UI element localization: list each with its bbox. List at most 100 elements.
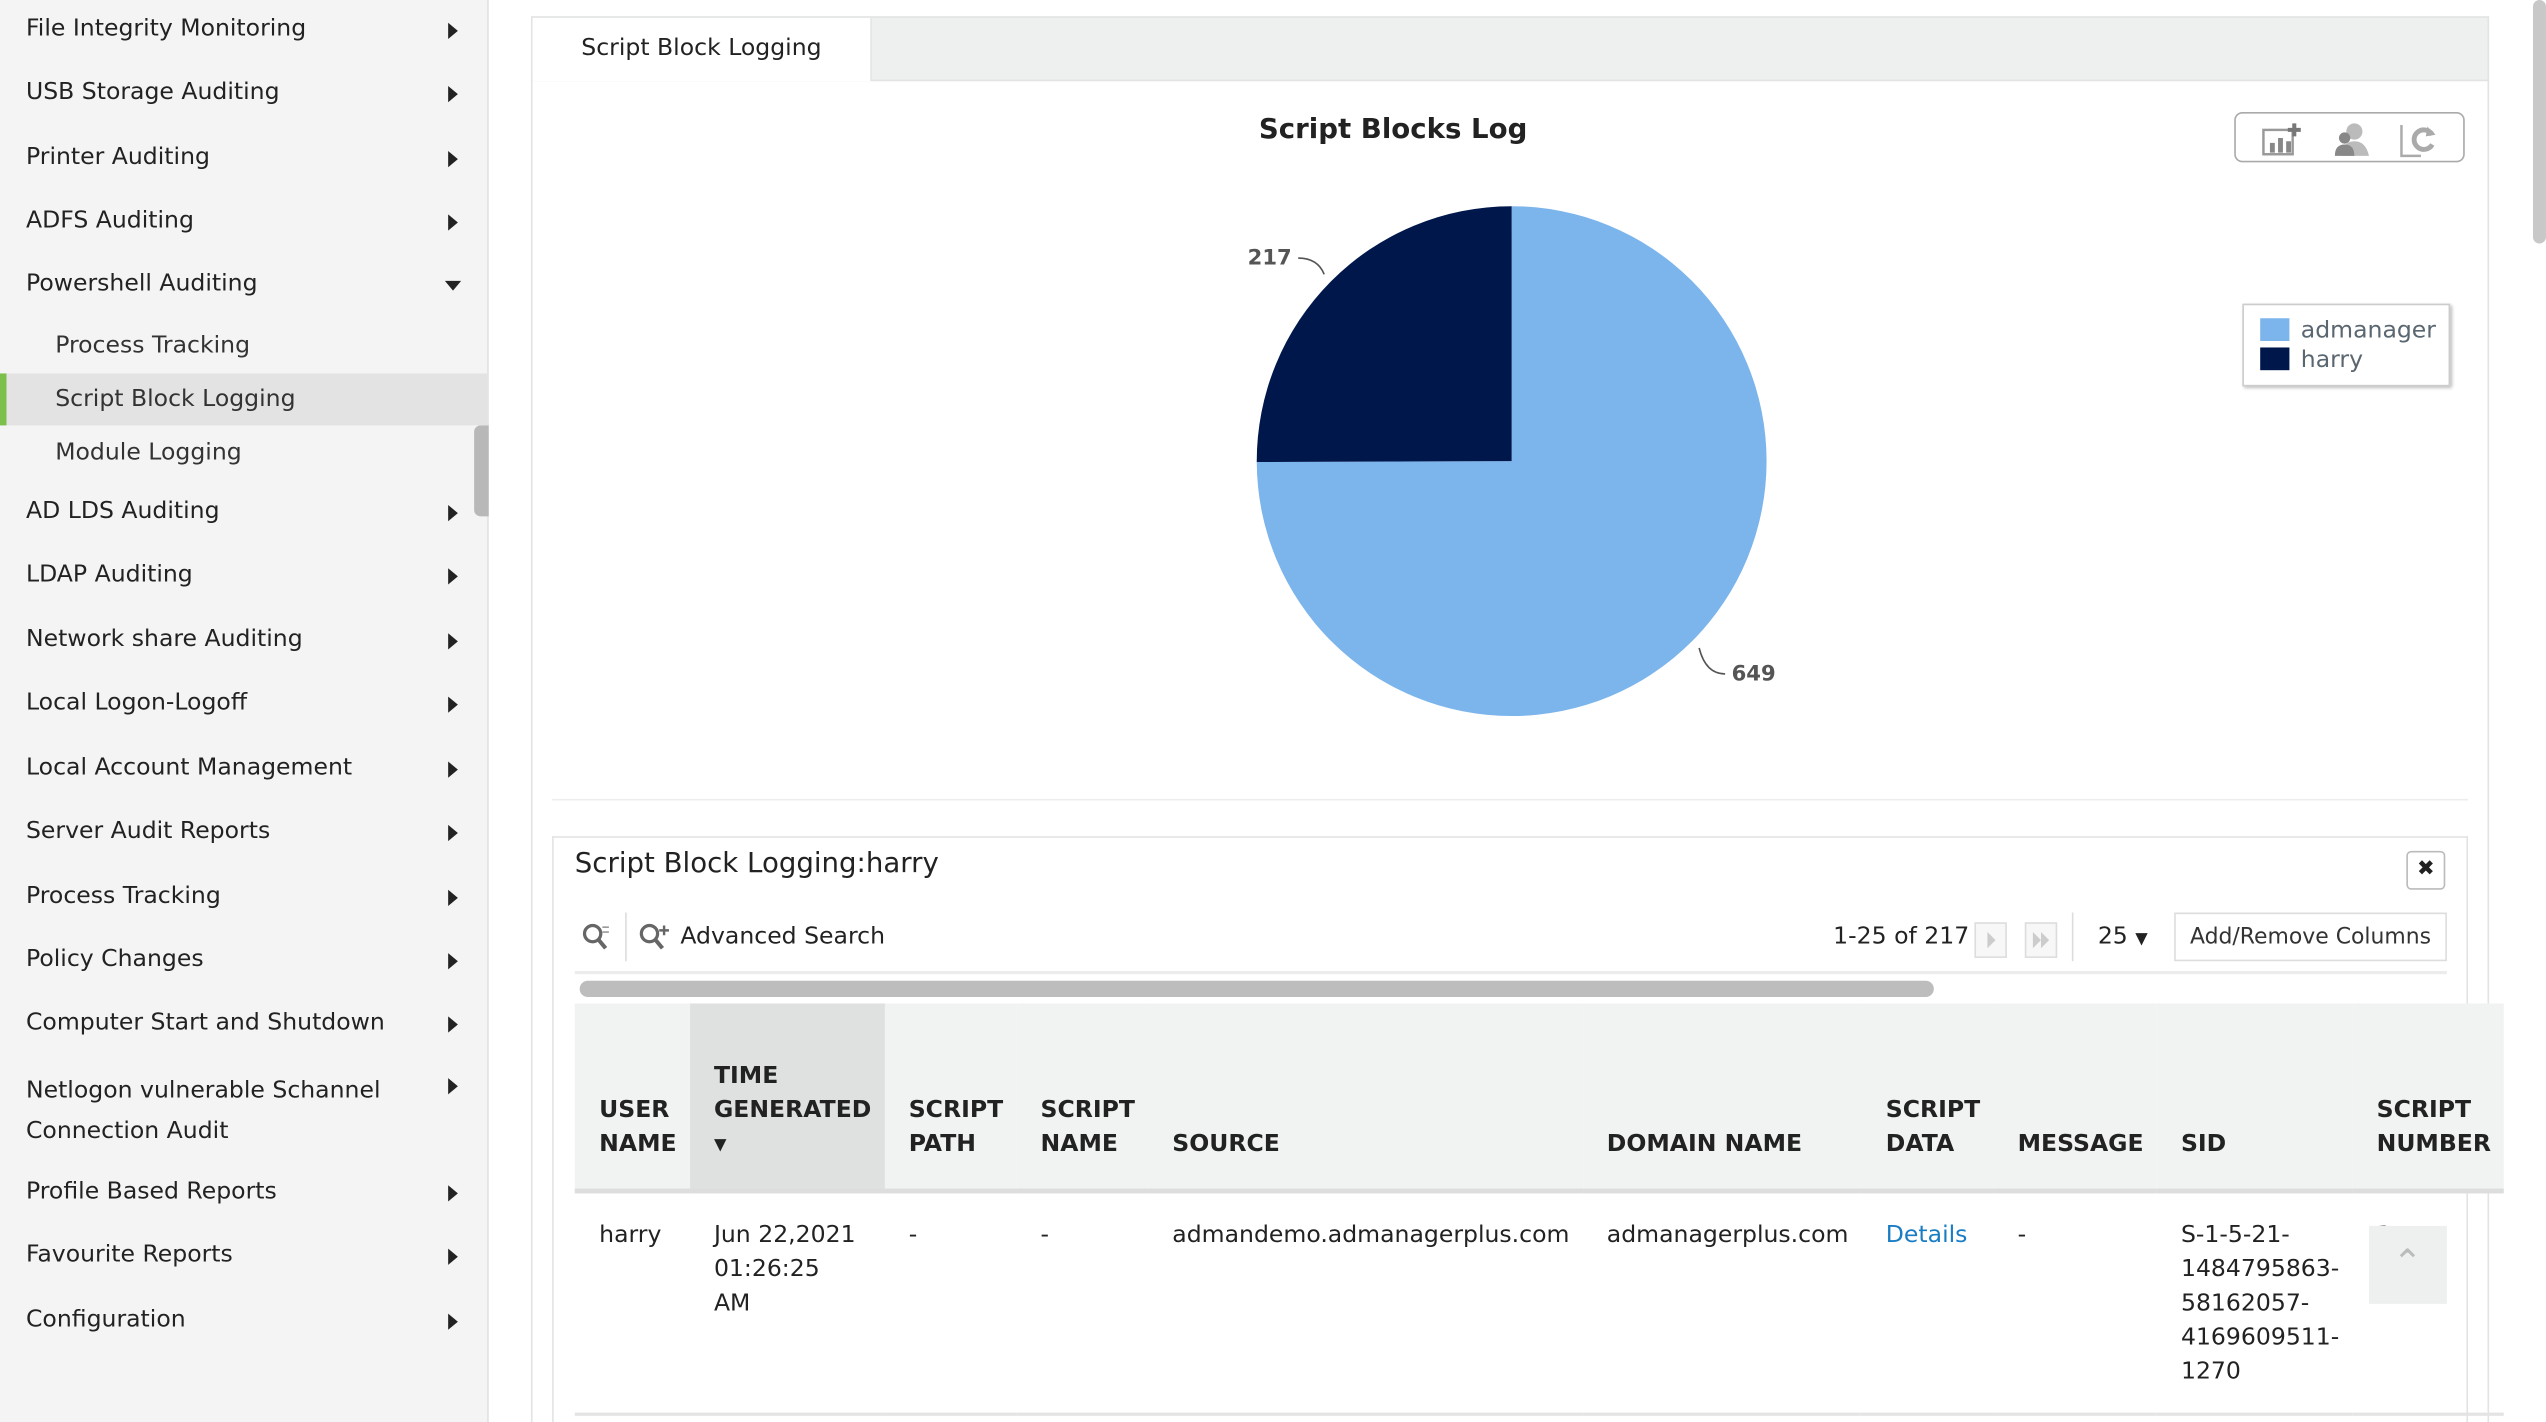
pie-chart: 649 217 bbox=[1248, 206, 1776, 717]
caret-right-icon bbox=[448, 86, 458, 103]
caret-right-icon bbox=[448, 22, 458, 39]
cell-number: 1⌃ bbox=[2352, 1190, 2505, 1416]
sidebar-item-label: Computer Start and Shutdown bbox=[25, 1009, 385, 1036]
cell-path: - bbox=[884, 1190, 1017, 1416]
sidebar-item-label: ADFS Auditing bbox=[25, 207, 194, 234]
column-header[interactable]: SCRIPT NAME bbox=[1016, 1003, 1148, 1194]
tab-script-block-logging[interactable]: Script Block Logging bbox=[532, 17, 872, 82]
chart-toolbar bbox=[2234, 112, 2465, 163]
cell-name: - bbox=[1016, 1190, 1148, 1416]
column-header-label: TIME bbox=[713, 1063, 779, 1090]
column-header[interactable]: SID bbox=[2156, 1003, 2353, 1194]
pie-slice-admanager[interactable] bbox=[1256, 206, 1767, 717]
caret-right-icon bbox=[448, 1016, 458, 1033]
last-page-button[interactable] bbox=[2024, 922, 2058, 958]
column-header-label: DOMAIN NAME bbox=[1606, 1131, 1803, 1158]
column-header-label: DATA bbox=[1885, 1131, 1955, 1158]
caret-right-icon bbox=[448, 889, 458, 907]
sidebar-item-label: LDAP Auditing bbox=[25, 561, 193, 588]
column-header[interactable]: TIME GENERATED ▼ bbox=[689, 1003, 885, 1194]
chart-title: Script Blocks Log bbox=[1258, 113, 1528, 147]
sidebar-item[interactable]: Profile Based Reports bbox=[26, 1179, 464, 1205]
caret-right-icon bbox=[448, 151, 458, 168]
sort-desc-icon: ▼ bbox=[713, 1136, 727, 1155]
sidebar-item[interactable]: LDAP Auditing bbox=[26, 562, 464, 588]
cell-time: Jun 22,2021 01:26:25 AM bbox=[689, 1190, 885, 1416]
cell-data[interactable]: Details bbox=[1861, 1190, 1994, 1416]
column-header-label: SCRIPT bbox=[1885, 1097, 1981, 1124]
sidebar-subitem[interactable]: Module Logging bbox=[55, 440, 242, 467]
caret-right-icon bbox=[448, 1185, 458, 1202]
legend-item-harry[interactable]: harry bbox=[2260, 347, 2363, 375]
grid-toolbar: Advanced Search 1-25 of 217 25 ▼ Add/Rem… bbox=[574, 909, 2447, 975]
sidebar-item[interactable]: Network share Auditing bbox=[26, 627, 464, 653]
sidebar-item[interactable]: ADFS Auditing bbox=[26, 208, 464, 234]
cell-source: admandemo.admanagerplus.com bbox=[1147, 1190, 1583, 1416]
column-header[interactable]: SCRIPT NUMBER bbox=[2352, 1003, 2505, 1194]
sidebar-item[interactable]: File Integrity Monitoring bbox=[26, 16, 464, 42]
sidebar-item-label: Server Audit Reports bbox=[25, 818, 271, 845]
column-header[interactable]: MESSAGE bbox=[1993, 1003, 2157, 1194]
sidebar-subitem[interactable]: Process Tracking bbox=[55, 332, 251, 359]
refresh-chart-icon[interactable] bbox=[2398, 122, 2436, 158]
sidebar-item[interactable]: Server Audit Reports bbox=[26, 818, 464, 844]
sidebar-item[interactable]: Local Account Management bbox=[26, 755, 464, 781]
report-grid: Script Block Logging:harry ✖ Advanced Se… bbox=[552, 836, 2505, 1422]
sidebar-item-label: Netlogon vulnerable Schannel Connection … bbox=[25, 1078, 381, 1145]
page-size-select[interactable]: 25 ▼ bbox=[2097, 923, 2148, 950]
caret-right-icon bbox=[448, 1078, 458, 1095]
sidebar-item[interactable]: Configuration bbox=[26, 1307, 464, 1333]
sidebar-collapse-handle[interactable] bbox=[474, 425, 489, 517]
caret-right-icon bbox=[448, 504, 458, 522]
cell-sid: S-1-5-21- 1484795863- 58162057- 4169609511-… bbox=[2156, 1190, 2353, 1416]
sidebar-item-label: Local Logon-Logoff bbox=[25, 690, 248, 717]
advanced-search-link[interactable]: Advanced Search bbox=[680, 923, 885, 950]
cell-message: - bbox=[1993, 1190, 2157, 1416]
sidebar-item[interactable]: Policy Changes bbox=[26, 947, 464, 973]
column-header-label: NUMBER bbox=[2376, 1131, 2492, 1158]
column-header-label: GENERATED bbox=[713, 1097, 872, 1124]
sidebar-item[interactable]: Process Tracking bbox=[26, 883, 464, 909]
sidebar-item-label: File Integrity Monitoring bbox=[25, 16, 307, 43]
pie-slice-harry[interactable] bbox=[1256, 206, 1512, 463]
sidebar-item[interactable]: AD LDS Auditing bbox=[26, 498, 464, 524]
sidebar-subitem[interactable]: Script Block Logging bbox=[0, 373, 488, 426]
column-header-label: SID bbox=[2180, 1131, 2227, 1158]
sidebar-item[interactable]: USB Storage Auditing bbox=[26, 80, 464, 106]
scroll-to-top-button[interactable]: ⌃ bbox=[2368, 1225, 2447, 1304]
sidebar-item[interactable]: Favourite Reports bbox=[26, 1242, 464, 1268]
add-chart-icon[interactable] bbox=[2262, 122, 2301, 156]
sidebar-item[interactable]: Local Logon-Logoff bbox=[26, 690, 464, 716]
horizontal-scrollbar[interactable] bbox=[579, 980, 1934, 997]
data-label: 217 bbox=[1248, 245, 1292, 270]
caret-down-icon bbox=[444, 280, 462, 291]
column-header-label: NAME bbox=[1040, 1131, 1118, 1158]
quick-search-icon[interactable] bbox=[581, 922, 610, 958]
caret-right-icon bbox=[448, 633, 458, 650]
sidebar-item-label: Network share Auditing bbox=[25, 626, 303, 653]
column-header[interactable]: USER NAME bbox=[574, 1003, 690, 1194]
column-header[interactable]: SCRIPT DATA bbox=[1861, 1003, 1994, 1194]
sidebar-item-label: Local Account Management bbox=[25, 755, 353, 781]
data-label-connector bbox=[1698, 647, 1726, 675]
legend-item-admanager[interactable]: admanager bbox=[2260, 318, 2436, 346]
column-header[interactable]: SCRIPT PATH bbox=[884, 1003, 1017, 1194]
table-row: harry Jun 22,2021 01:26:25 AM - - admandemo.ad… bbox=[574, 1190, 2505, 1416]
vertical-scrollbar[interactable] bbox=[2532, 0, 2546, 244]
sidebar-item[interactable]: Printer Auditing bbox=[26, 145, 464, 170]
sidebar-item-label: Profile Based Reports bbox=[25, 1178, 277, 1205]
column-header[interactable]: SOURCE bbox=[1147, 1003, 1583, 1194]
sidebar-item[interactable]: Computer Start and Shutdown bbox=[26, 1010, 464, 1036]
add-remove-columns-button[interactable]: Add/Remove Columns bbox=[2174, 912, 2447, 962]
next-page-button[interactable] bbox=[1974, 922, 2007, 958]
column-header[interactable]: DOMAIN NAME bbox=[1582, 1003, 1862, 1194]
column-header-label: NAME bbox=[599, 1131, 677, 1158]
sidebar-item[interactable]: Netlogon vulnerable Schannel Connection … bbox=[26, 1072, 464, 1153]
advanced-search-icon[interactable] bbox=[638, 922, 670, 958]
data-label: 649 bbox=[1732, 660, 1776, 685]
users-icon[interactable] bbox=[2330, 122, 2369, 156]
sidebar-item-label: Powershell Auditing bbox=[25, 271, 258, 298]
close-button[interactable]: ✖ bbox=[2406, 850, 2446, 890]
report-panel bbox=[530, 79, 2490, 1422]
sidebar-item[interactable]: Powershell Auditing bbox=[26, 271, 464, 297]
